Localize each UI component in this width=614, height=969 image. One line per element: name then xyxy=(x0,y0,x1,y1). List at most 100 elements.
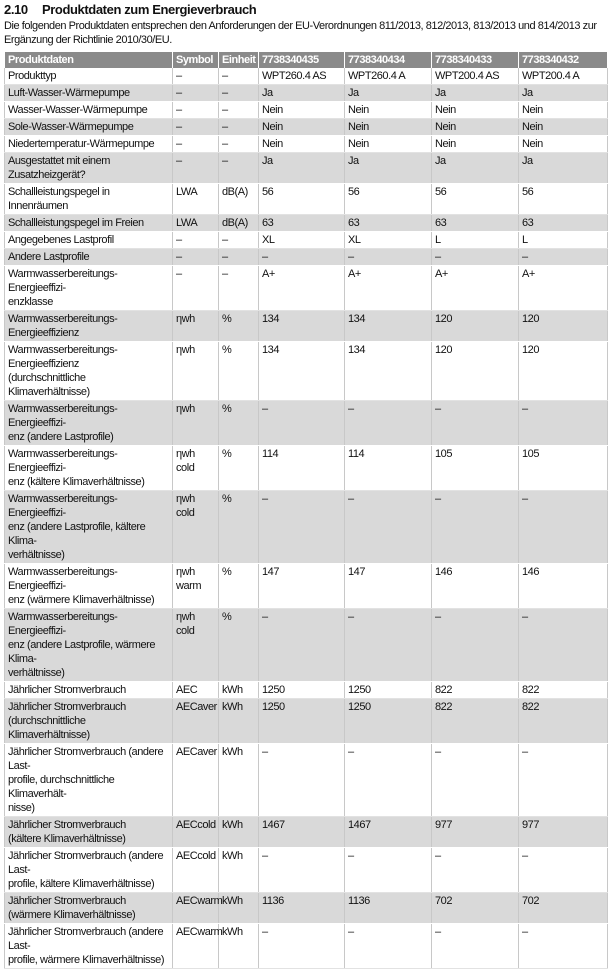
cell-unit: – xyxy=(218,135,259,153)
table-row: Niedertemperatur-Wärmepumpe – – Nein Nein Nei… xyxy=(4,135,608,153)
cell-model-4: 822 xyxy=(518,698,608,744)
cell-model-1: A+ xyxy=(258,265,345,311)
header-produktdaten: Produktdaten xyxy=(4,52,173,68)
cell-model-2: – xyxy=(344,923,432,969)
cell-unit: kWh xyxy=(218,847,259,893)
cell-model-1: 1136 xyxy=(258,892,345,924)
cell-model-3: 702 xyxy=(431,892,519,924)
cell-parameter: Schallleistungspegel in Innenräumen xyxy=(4,183,173,215)
cell-parameter: Jährlicher Stromverbrauch xyxy=(4,681,173,699)
cell-unit: kWh xyxy=(218,923,259,969)
cell-model-2: 1467 xyxy=(344,816,432,848)
product-data-table: Produktdaten Symbol Einheit 7738340435 77383… xyxy=(4,52,608,969)
cell-model-2: – xyxy=(344,400,432,446)
cell-parameter: Wasser-Wasser-Wärmepumpe xyxy=(4,101,173,119)
cell-model-3: – xyxy=(431,847,519,893)
cell-parameter: Warmwasserbereitungs-Energieeffizienz xyxy=(4,310,173,342)
cell-unit: % xyxy=(218,400,259,446)
cell-model-4: – xyxy=(518,608,608,682)
cell-model-2: – xyxy=(344,490,432,564)
cell-model-1: 1467 xyxy=(258,816,345,848)
cell-model-2: 147 xyxy=(344,563,432,609)
cell-symbol: – xyxy=(172,265,219,311)
cell-model-4: Nein xyxy=(518,135,608,153)
cell-model-1: – xyxy=(258,608,345,682)
cell-model-1: Ja xyxy=(258,152,345,184)
cell-unit: – xyxy=(218,84,259,102)
cell-symbol: ηwh xyxy=(172,400,219,446)
table-row: Jährlicher Stromverbrauch (kältere Klima… xyxy=(4,816,608,848)
cell-model-4: Nein xyxy=(518,118,608,136)
cell-symbol: – xyxy=(172,101,219,119)
cell-parameter: Jährlicher Stromverbrauch (wärmere Klima… xyxy=(4,892,173,924)
cell-model-2: Nein xyxy=(344,118,432,136)
cell-symbol: – xyxy=(172,231,219,249)
cell-model-1: 63 xyxy=(258,214,345,232)
cell-model-2: – xyxy=(344,847,432,893)
table-row: Jährlicher Stromverbrauch (andere Last- … xyxy=(4,743,608,817)
cell-symbol: – xyxy=(172,68,219,85)
cell-parameter: Angegebenes Lastprofil xyxy=(4,231,173,249)
cell-model-3: Ja xyxy=(431,152,519,184)
table-row: Produkttyp – – WPT260.4 AS WPT260.4 A WPT200.… xyxy=(4,68,608,85)
cell-model-3: – xyxy=(431,743,519,817)
cell-model-3: 120 xyxy=(431,310,519,342)
cell-model-2: – xyxy=(344,248,432,266)
cell-model-4: – xyxy=(518,490,608,564)
cell-symbol: ηwh warm xyxy=(172,563,219,609)
table-row: Warmwasserbereitungs-Energieeffizi- enz … xyxy=(4,608,608,682)
table-row: Jährlicher Stromverbrauch (andere Last- … xyxy=(4,923,608,969)
header-model-2: 7738340434 xyxy=(344,52,432,68)
cell-model-3: Nein xyxy=(431,118,519,136)
cell-symbol: AECaver xyxy=(172,698,219,744)
cell-symbol: ηwh xyxy=(172,310,219,342)
cell-model-3: 105 xyxy=(431,445,519,491)
cell-model-2: WPT260.4 A xyxy=(344,68,432,85)
cell-symbol: ηwh cold xyxy=(172,490,219,564)
cell-model-1: 147 xyxy=(258,563,345,609)
cell-symbol: – xyxy=(172,152,219,184)
cell-model-2: Ja xyxy=(344,84,432,102)
cell-model-1: Nein xyxy=(258,135,345,153)
cell-model-1: Nein xyxy=(258,118,345,136)
cell-model-3: 56 xyxy=(431,183,519,215)
cell-symbol: AEC xyxy=(172,681,219,699)
cell-symbol: AECcold xyxy=(172,816,219,848)
cell-unit: kWh xyxy=(218,816,259,848)
cell-model-1: – xyxy=(258,923,345,969)
header-symbol: Symbol xyxy=(172,52,219,68)
cell-model-3: Nein xyxy=(431,101,519,119)
cell-model-2: Nein xyxy=(344,135,432,153)
cell-parameter: Niedertemperatur-Wärmepumpe xyxy=(4,135,173,153)
cell-model-2: 114 xyxy=(344,445,432,491)
table-row: Warmwasserbereitungs-Energieeffizi- enz … xyxy=(4,400,608,446)
table-row: Jährlicher Stromverbrauch AEC kWh 1250 1250 8… xyxy=(4,681,608,699)
table-row: Jährlicher Stromverbrauch (andere Last- … xyxy=(4,847,608,893)
cell-parameter: Andere Lastprofile xyxy=(4,248,173,266)
cell-model-4: 63 xyxy=(518,214,608,232)
cell-unit: – xyxy=(218,68,259,85)
cell-model-2: 56 xyxy=(344,183,432,215)
cell-unit: % xyxy=(218,563,259,609)
cell-model-2: Nein xyxy=(344,101,432,119)
cell-unit: kWh xyxy=(218,698,259,744)
table-row: Andere Lastprofile – – – – – – xyxy=(4,248,608,266)
cell-symbol: – xyxy=(172,248,219,266)
cell-unit: % xyxy=(218,490,259,564)
cell-model-4: – xyxy=(518,847,608,893)
cell-unit: % xyxy=(218,310,259,342)
cell-model-4: – xyxy=(518,248,608,266)
cell-model-4: 822 xyxy=(518,681,608,699)
cell-model-2: – xyxy=(344,743,432,817)
cell-unit: dB(A) xyxy=(218,214,259,232)
table-row: Wasser-Wasser-Wärmepumpe – – Nein Nein Nein Ne… xyxy=(4,101,608,119)
cell-model-4: 702 xyxy=(518,892,608,924)
header-model-1: 7738340435 xyxy=(258,52,345,68)
cell-parameter: Produkttyp xyxy=(4,68,173,85)
intro-paragraph: Die folgenden Produktdaten entsprechen d… xyxy=(4,20,597,46)
cell-model-4: Ja xyxy=(518,84,608,102)
cell-symbol: AECaver xyxy=(172,743,219,817)
cell-model-1: – xyxy=(258,743,345,817)
cell-parameter: Jährlicher Stromverbrauch (andere Last- … xyxy=(4,847,173,893)
cell-unit: – xyxy=(218,248,259,266)
